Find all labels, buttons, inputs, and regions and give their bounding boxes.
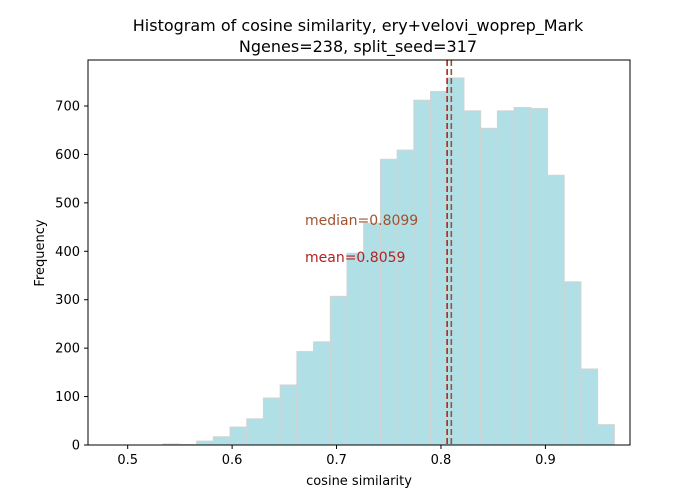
reference-lines (446, 60, 453, 445)
histogram-bar (597, 424, 615, 446)
histogram-bar (496, 110, 515, 446)
x-tick-label: 0.8 (431, 453, 452, 468)
chart-title-line-2: Ngenes=238, split_seed=317 (239, 37, 477, 57)
histogram-bar (546, 174, 565, 446)
x-axis: 0.5 0.6 0.7 0.8 0.9 (117, 445, 556, 468)
x-tick-label: 0.5 (117, 453, 138, 468)
y-tick-label: 500 (55, 196, 80, 211)
mean-annotation: mean=0.8059 (305, 250, 405, 266)
y-tick-label: 600 (55, 148, 80, 163)
histogram-bar (530, 107, 548, 446)
histogram-bar (463, 110, 482, 446)
histogram-bar (229, 426, 248, 446)
histogram-bar (430, 90, 448, 446)
histogram-bar (480, 127, 498, 446)
y-tick-label: 300 (55, 293, 80, 308)
histogram-bar (329, 295, 348, 446)
x-tick-label: 0.9 (535, 453, 556, 468)
chart-title-line-1: Histogram of cosine similarity, ery+velo… (133, 16, 584, 36)
histogram-bar (446, 77, 465, 446)
histogram-bar (313, 341, 331, 446)
y-tick-label: 100 (55, 390, 80, 405)
x-tick-label: 0.6 (222, 453, 243, 468)
plot-area-frame (87, 59, 631, 446)
y-tick-label: 400 (55, 245, 80, 260)
y-axis-label: Frequency (33, 219, 48, 286)
histogram-bar (580, 368, 599, 446)
y-axis: 0 100 200 300 400 500 600 700 (55, 100, 88, 454)
histogram-bar (379, 158, 398, 446)
x-tick-label: 0.7 (326, 453, 347, 468)
y-tick-label: 200 (55, 342, 80, 357)
histogram-bar (396, 149, 415, 446)
histogram-bar (563, 281, 582, 446)
histogram-bar (262, 397, 281, 446)
x-axis-label: cosine similarity (306, 474, 412, 489)
y-tick-label: 700 (55, 100, 80, 115)
histogram-bar (346, 252, 365, 446)
histogram-bar (212, 436, 231, 446)
histogram-bar (513, 106, 532, 446)
histogram-bars (162, 77, 615, 446)
median-annotation: median=0.8099 (305, 213, 418, 229)
histogram-bar (196, 440, 214, 446)
y-tick-label: 0 (72, 439, 80, 454)
histogram-bar (279, 384, 298, 446)
histogram-bar (296, 351, 315, 446)
histogram-bar (413, 99, 432, 446)
histogram-bar (246, 418, 264, 446)
